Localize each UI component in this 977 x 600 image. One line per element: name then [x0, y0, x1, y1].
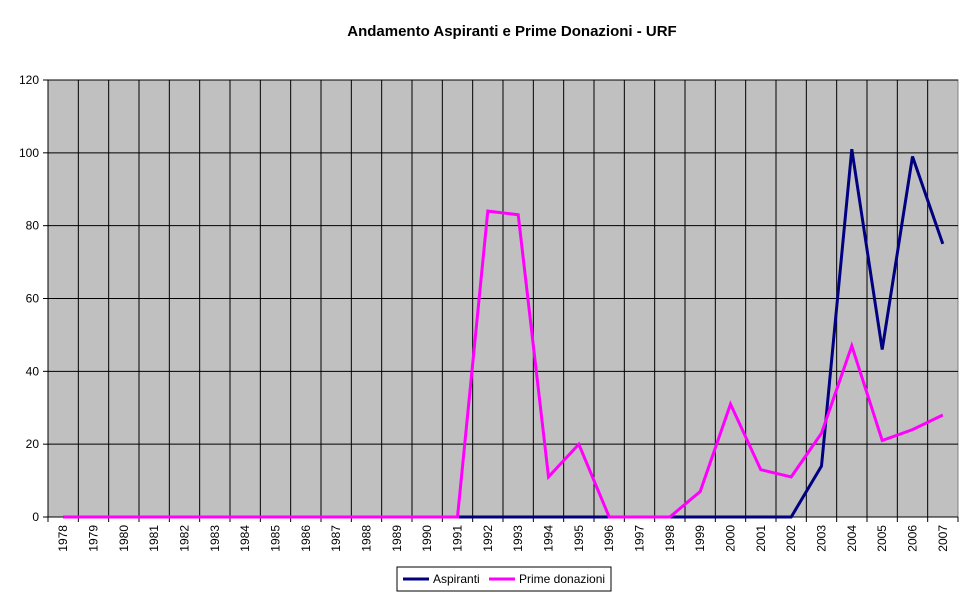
- y-tick-label: 60: [26, 292, 40, 306]
- x-tick-label: 2005: [875, 525, 889, 552]
- x-tick-label: 1994: [542, 525, 556, 552]
- x-tick-label: 2003: [815, 525, 829, 552]
- x-tick-label: 1981: [147, 525, 161, 552]
- x-tick-label: 1992: [481, 525, 495, 552]
- y-tick-label: 20: [26, 437, 40, 451]
- x-tick-label: 1978: [56, 525, 70, 552]
- y-tick-label: 80: [26, 219, 40, 233]
- x-tick-label: 1979: [87, 525, 101, 552]
- x-tick-label: 1997: [633, 525, 647, 552]
- y-tick-label: 0: [32, 510, 39, 524]
- y-tick-label: 120: [19, 73, 39, 87]
- legend: Aspiranti Prime donazioni: [396, 566, 612, 592]
- x-tick-label: 1998: [663, 525, 677, 552]
- x-tick-label: 1999: [693, 525, 707, 552]
- x-tick-label: 2004: [845, 525, 859, 552]
- chart-title: Andamento Aspiranti e Prime Donazioni - …: [347, 23, 676, 40]
- x-tick-label: 1980: [117, 525, 131, 552]
- x-tick-label: 1988: [360, 525, 374, 552]
- x-tick-label: 1984: [238, 525, 252, 552]
- legend-label-1: Aspiranti: [433, 572, 480, 586]
- y-tick-label: 40: [26, 364, 40, 378]
- series-line-2: [63, 209, 944, 519]
- x-tick-label: 1986: [299, 525, 313, 552]
- x-tick-label: 1995: [572, 525, 586, 552]
- y-tick-label: 100: [19, 146, 39, 160]
- legend-label-2: Prime donazioni: [519, 572, 605, 586]
- x-tick-label: 1996: [602, 525, 616, 552]
- x-tick-label: 2000: [724, 525, 738, 552]
- x-tick-label: 2002: [784, 525, 798, 552]
- plot-area: 0 20 40 60 80 100 120 1978 1979 1980 1981 1982 1983 1…: [19, 73, 959, 552]
- x-tick-label: 1982: [178, 525, 192, 552]
- x-tick-label: 1993: [511, 525, 525, 552]
- x-tick-label: 1991: [451, 525, 465, 552]
- x-tick-label: 1990: [420, 525, 434, 552]
- x-tick-label: 2007: [936, 525, 950, 552]
- x-tick-label: 2006: [906, 525, 920, 552]
- x-tick-label: 1987: [329, 525, 343, 552]
- x-tick-label: 1985: [269, 525, 283, 552]
- x-tick-label: 1989: [390, 525, 404, 552]
- x-tick-label: 2001: [754, 525, 768, 552]
- x-tick-label: 1983: [208, 525, 222, 552]
